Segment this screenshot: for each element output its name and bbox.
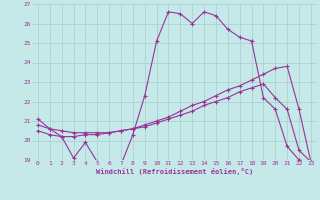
X-axis label: Windchill (Refroidissement éolien,°C): Windchill (Refroidissement éolien,°C) [96,168,253,175]
